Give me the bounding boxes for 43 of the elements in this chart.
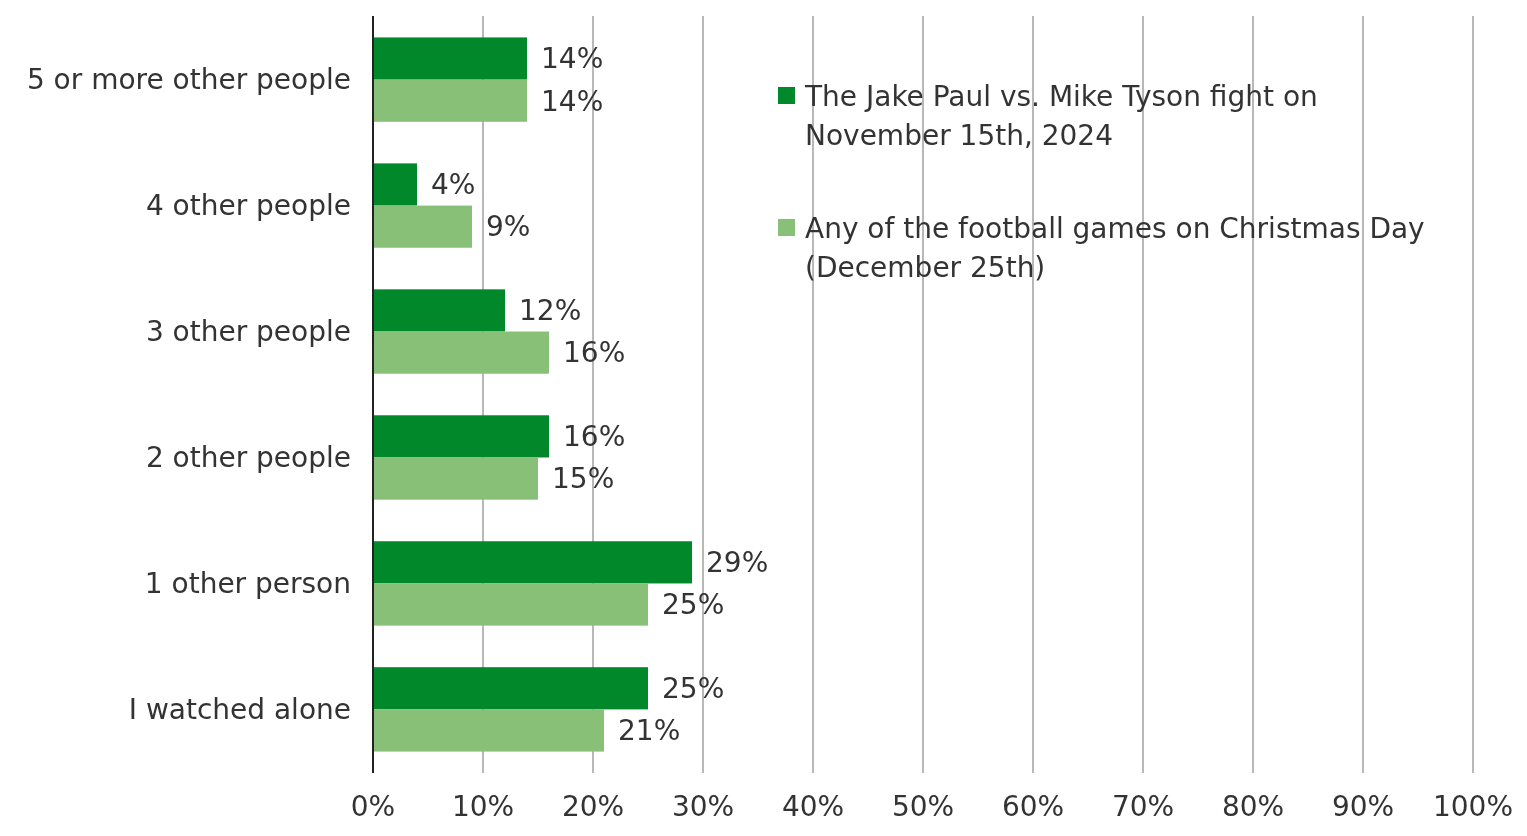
data-label: 25% (662, 588, 725, 622)
data-label: 16% (563, 420, 626, 454)
data-label: 21% (618, 714, 681, 748)
x-tick-label: 60% (1001, 790, 1065, 823)
y-tick-label: 4 other people (145, 189, 351, 223)
x-tick-label: 0% (350, 790, 396, 823)
bar (373, 79, 527, 122)
bar (373, 541, 692, 584)
bar (373, 415, 549, 458)
bar (373, 667, 648, 710)
bar (373, 163, 417, 206)
y-tick-label: 5 or more other people (26, 63, 351, 97)
bar (373, 709, 604, 752)
x-tick-label: 10% (451, 790, 515, 823)
y-tick-label: I watched alone (128, 693, 351, 727)
x-tick-label: 40% (781, 790, 845, 823)
bar (373, 37, 527, 80)
legend-label: The Jake Paul vs. Mike Tyson fight on November 15th, 2024 (804, 79, 1318, 152)
x-tick-label: 50% (891, 790, 955, 823)
x-tick-label: 80% (1221, 790, 1285, 823)
bar (373, 205, 472, 248)
data-label: 12% (519, 294, 582, 328)
data-label: 14% (541, 84, 604, 118)
x-tick-label: 20% (561, 790, 625, 823)
y-tick-label: 3 other people (145, 315, 351, 349)
data-label: 16% (563, 336, 626, 370)
bar (373, 457, 538, 500)
x-tick-label: 90% (1331, 790, 1395, 823)
data-label: 29% (706, 546, 769, 580)
y-tick-label: 1 other person (144, 567, 351, 601)
data-label: 9% (486, 210, 531, 244)
x-tick-label: 70% (1111, 790, 1175, 823)
data-label: 14% (541, 42, 604, 76)
data-label: 25% (662, 672, 725, 706)
data-label: 15% (552, 462, 615, 496)
bar (373, 331, 549, 374)
x-tick-label: 100% (1432, 790, 1514, 823)
x-tick-label: 30% (671, 790, 735, 823)
y-tick-label: 2 other people (145, 441, 351, 475)
bar (373, 583, 648, 626)
bar (373, 289, 505, 332)
legend-label: Any of the football games on Christmas Day (December 25th) (805, 211, 1425, 284)
data-label: 4% (431, 168, 476, 202)
